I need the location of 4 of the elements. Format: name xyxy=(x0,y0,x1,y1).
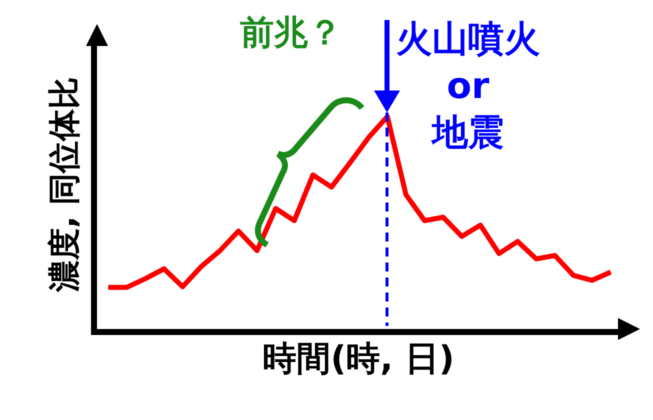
text: 前兆？ xyxy=(240,13,342,53)
x-axis-title: 時間(時, 日) xyxy=(262,338,454,379)
annotation: 火山噴火 or 地震 xyxy=(396,19,540,154)
y-axis-title: 濃度, 同位体比 xyxy=(44,76,83,294)
